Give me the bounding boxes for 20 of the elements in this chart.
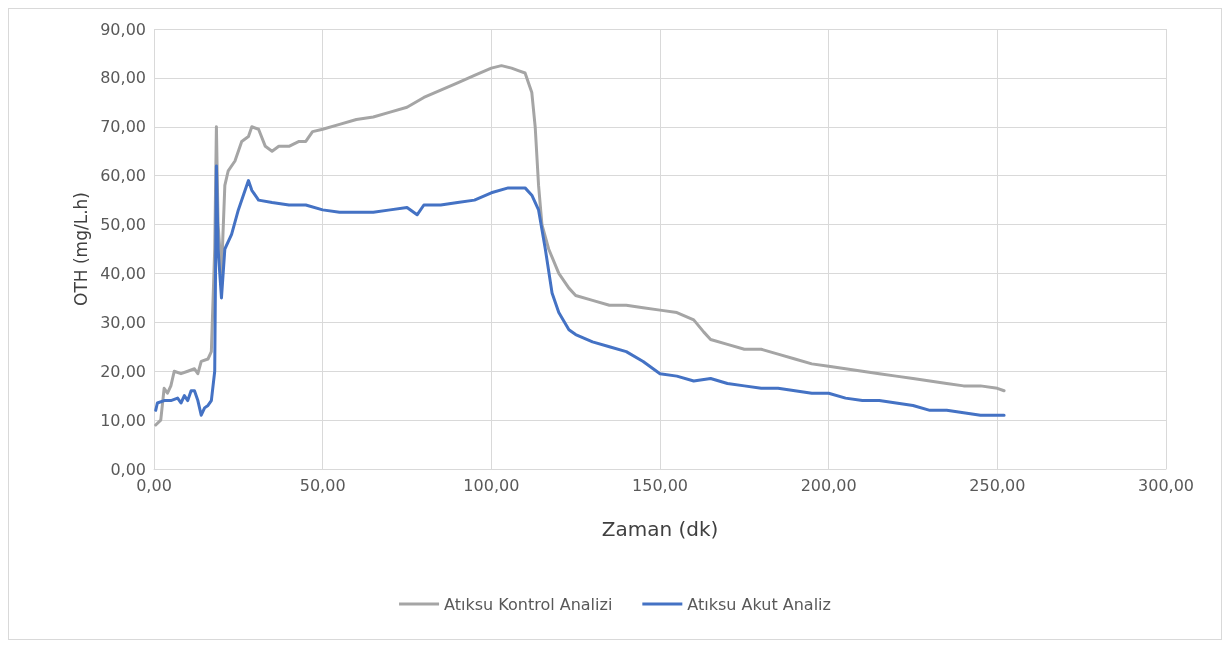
y-tick-label: 90,00 <box>100 19 146 39</box>
line-series <box>154 164 1006 417</box>
x-axis-title: Zaman (dk) <box>601 517 719 541</box>
y-tick-label: 20,00 <box>100 361 146 381</box>
x-tick-label: 250,00 <box>969 475 1026 495</box>
legend-label: Atıksu Kontrol Analizi <box>444 594 613 614</box>
y-axis-title: OTH (mg/L.h) <box>70 192 91 306</box>
y-tick-label: 80,00 <box>100 68 146 88</box>
x-tick-label: 100,00 <box>463 475 520 495</box>
y-tick-label: 40,00 <box>100 263 146 283</box>
x-tick-label: 150,00 <box>632 475 688 495</box>
x-tick-label: 300,00 <box>1138 475 1194 495</box>
x-tick-label: 200,00 <box>800 475 857 495</box>
y-tick-label: 10,00 <box>100 410 146 430</box>
y-tick-label: 70,00 <box>100 117 146 137</box>
legend-label: Atıksu Akut Analiz <box>687 594 831 614</box>
y-tick-label: 50,00 <box>100 215 146 235</box>
y-tick-label: 30,00 <box>100 312 146 332</box>
y-tick-label: 60,00 <box>100 166 146 186</box>
x-tick-label: 50,00 <box>299 475 346 495</box>
